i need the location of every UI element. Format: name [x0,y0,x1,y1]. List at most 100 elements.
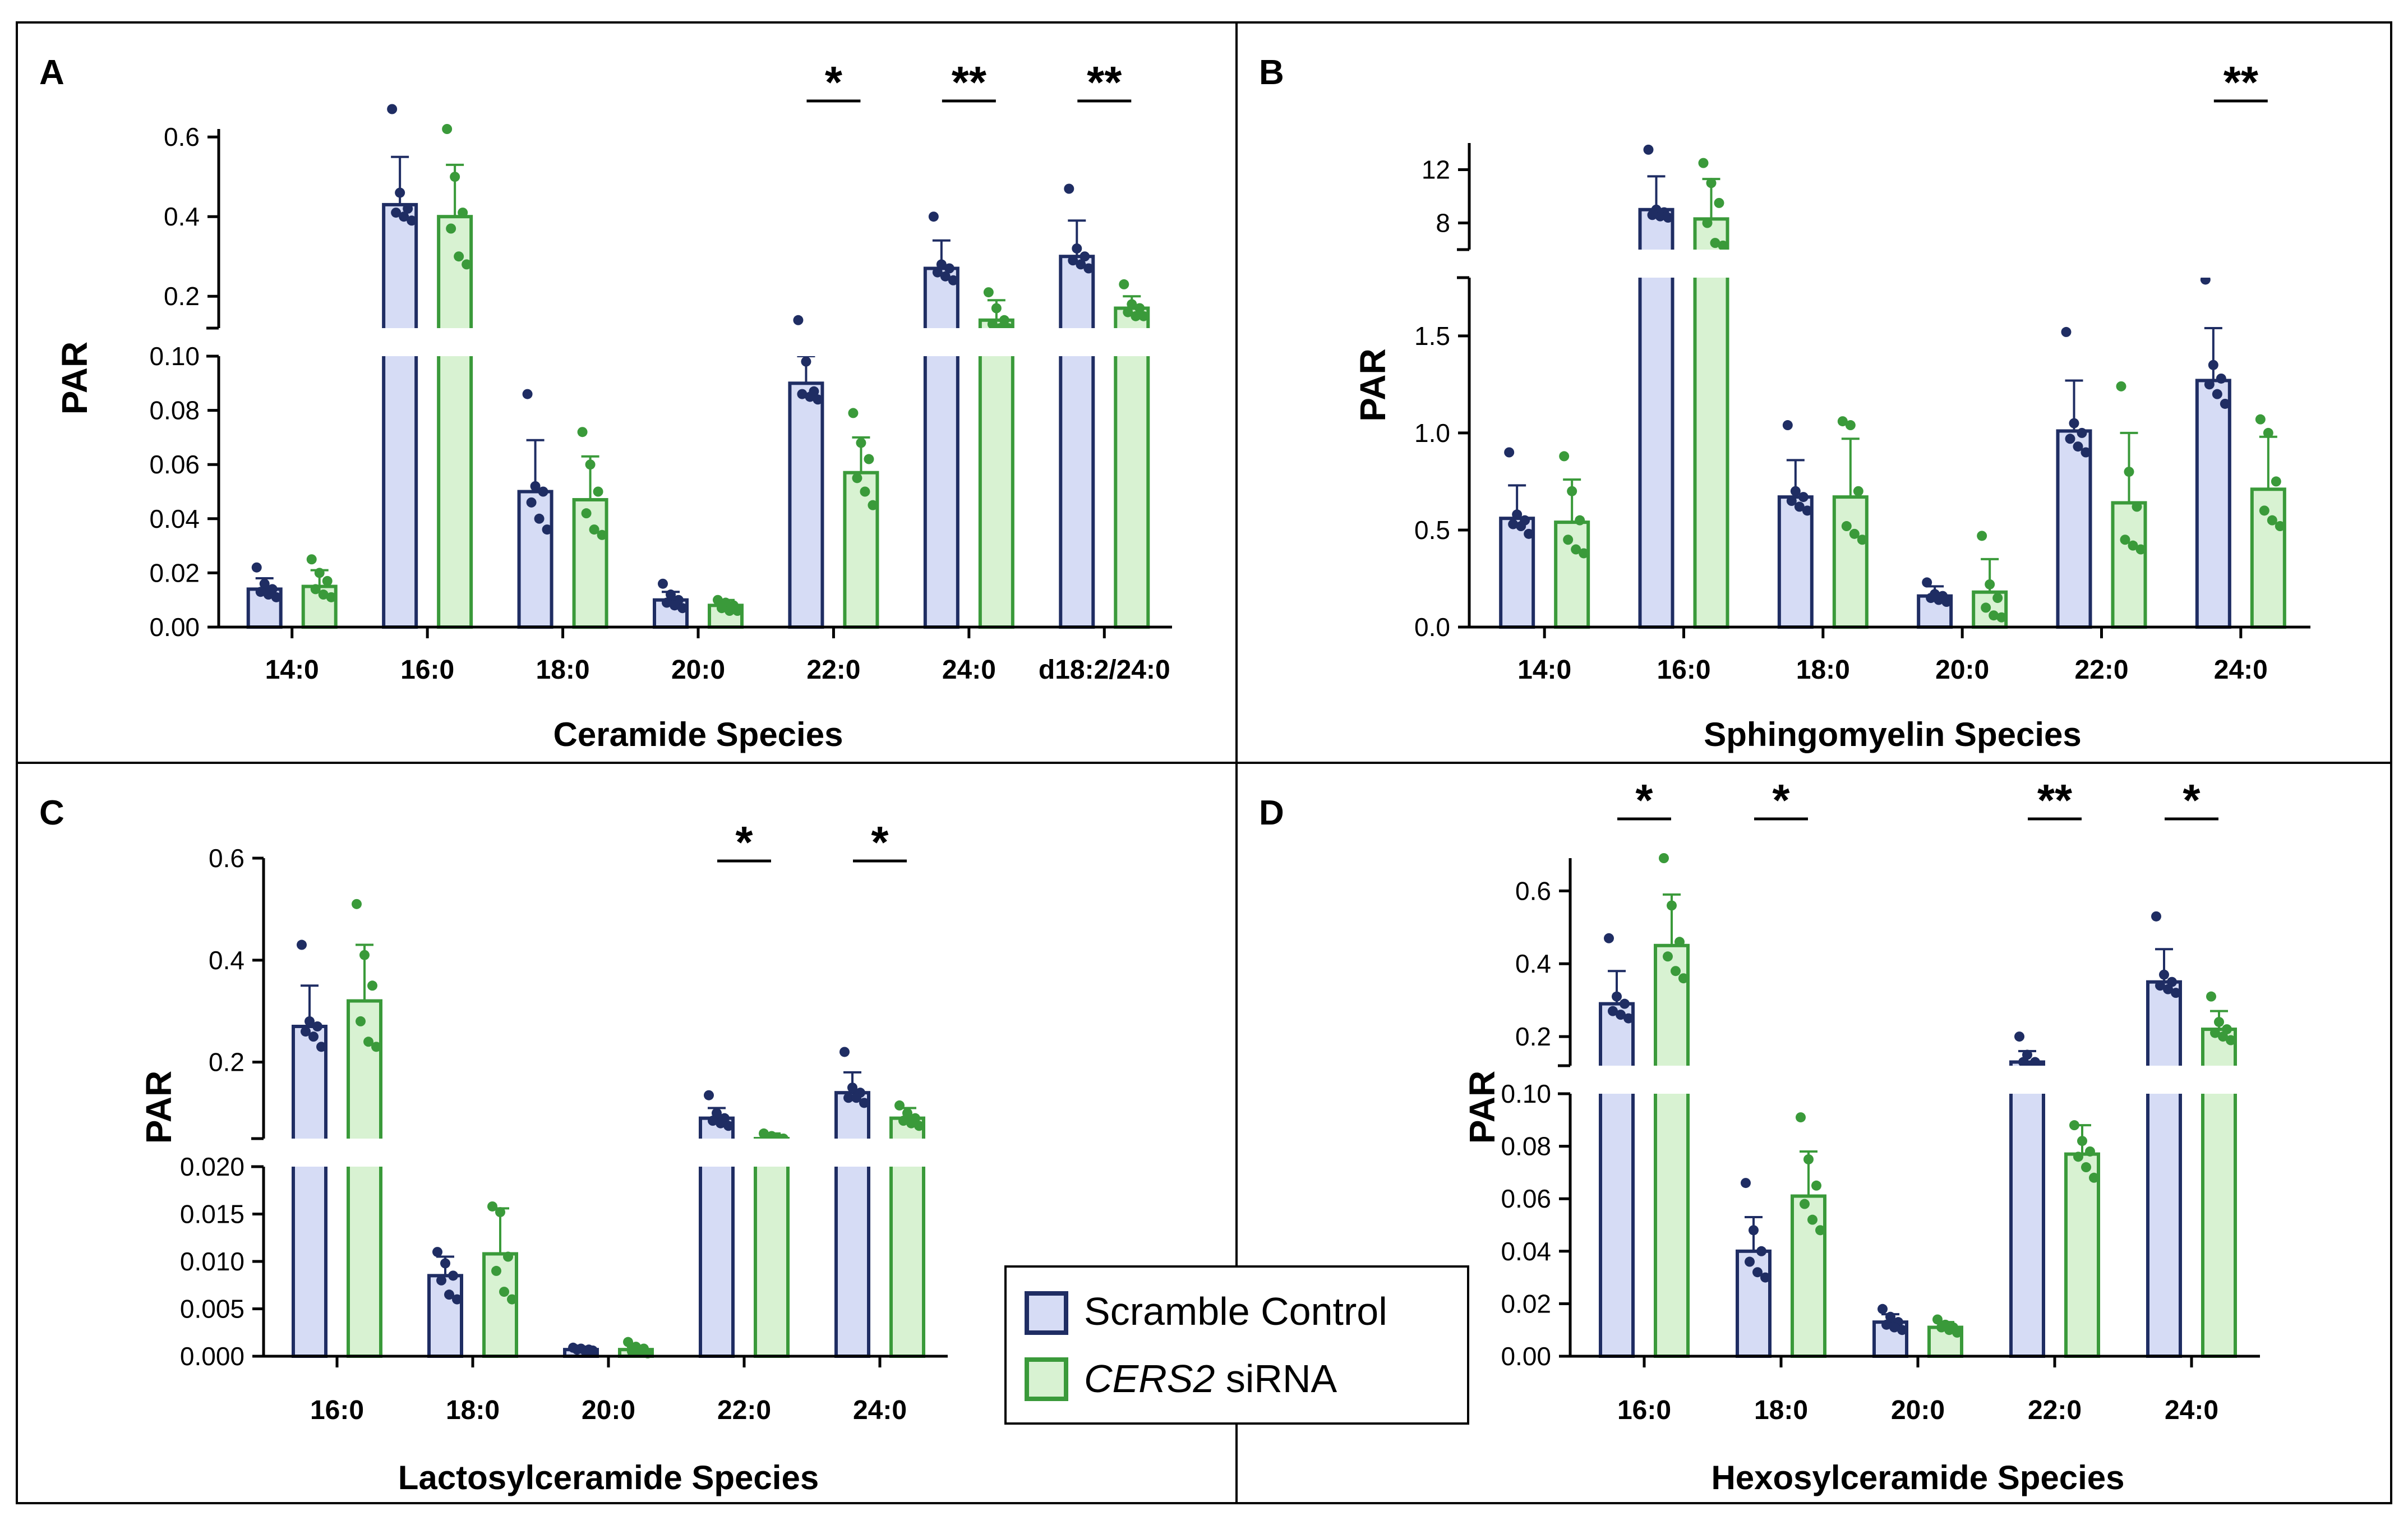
x-tick-label: 24:0 [942,655,996,685]
data-point [1604,933,1614,943]
data-point [2275,521,2285,532]
data-point [1567,486,1577,496]
axis-break-gap [1572,1066,2262,1094]
y-tick-label: 8 [1436,209,1450,238]
data-point [914,1121,924,1131]
bar [2056,429,2092,629]
significance-label: ** [2224,57,2259,107]
data-point [507,1294,517,1305]
x-tick-label: 16:0 [1617,1395,1671,1425]
x-tick-label: 18:0 [446,1395,500,1425]
data-point [2073,441,2083,452]
data-point [2069,1120,2079,1131]
data-point [2163,984,2173,994]
data-point [322,575,333,586]
y-tick-label: 0.2 [164,282,200,311]
data-point [297,939,307,950]
data-point [487,1201,497,1212]
data-point [326,592,336,602]
data-point [391,208,402,218]
data-point [2135,544,2146,555]
y-tick-label: 12 [1422,155,1450,185]
bar [437,215,473,629]
data-point [1815,1225,1825,1236]
data-point [367,980,377,991]
data-point [1798,492,1809,503]
bar [754,1137,790,1358]
data-point [623,1337,633,1347]
axis-break-gap [220,328,1174,356]
data-point [1076,259,1086,270]
panel-A: A 0.00 0.02 0.04 0.06 0.08 0.10 0.2 0.4 0.6 14:0 16… [16,21,1238,764]
data-point [1616,1010,1626,1020]
data-point [1981,602,1991,613]
data-point [588,1345,598,1356]
data-point [868,500,878,510]
legend-gene-name: CERS2 [1084,1357,1215,1401]
data-point [2124,467,2134,477]
data-point [2120,535,2130,545]
data-point [444,1289,454,1300]
data-point [1841,521,1852,532]
data-point [1760,1272,1770,1283]
bar [1638,208,1674,629]
data-point [1926,593,1936,604]
data-point [2218,1031,2228,1042]
data-point [2159,969,2169,980]
data-point [948,275,958,285]
data-point [2210,1028,2220,1038]
data-point [2212,389,2222,399]
data-point [522,389,533,399]
data-point [1080,251,1090,262]
bar [2064,1152,2100,1358]
data-point [572,1344,582,1355]
data-point [898,1116,908,1126]
y-tick-label: 0.6 [164,122,200,151]
data-point [1710,238,1720,248]
data-point [1647,210,1658,220]
data-point [458,208,468,218]
significance-label: * [825,57,843,107]
data-point [2220,398,2230,409]
data-point [987,319,998,329]
legend-swatch-control [1025,1291,1068,1335]
data-point [1579,548,1589,559]
panel-letter: A [39,53,64,92]
y-axis-title: PAR [1353,348,1393,421]
data-point [403,204,413,214]
data-point [271,592,282,602]
data-point [1524,528,1534,539]
data-point [2259,505,2269,516]
data-point [1889,1322,1899,1333]
data-point [1655,211,1666,222]
data-point [314,568,325,578]
data-point [936,259,947,270]
data-point [1857,535,1867,545]
data-point [1881,1319,1892,1330]
data-point [864,454,874,464]
data-point [1985,579,1995,589]
panel-B: B 0.0 0.5 1.0 1.5 8 12 14:0 16:0 18:0 20:0 22:0 24:0… [1235,21,2392,764]
data-point [2089,1172,2099,1183]
data-point [1504,447,1515,458]
data-point [1977,531,1987,541]
data-point [2085,1146,2095,1157]
significance-label: * [2183,775,2201,825]
data-point [454,251,464,262]
data-point [658,578,668,589]
x-tick-label: 24:0 [853,1395,907,1425]
bar [1059,255,1095,629]
data-point [2065,434,2075,444]
data-point [1667,900,1677,911]
x-tick-label: 20:0 [1935,655,1989,685]
data-point [316,1042,326,1052]
y-tick-label: 0.08 [149,396,200,425]
significance-label: * [735,817,753,867]
data-point [1745,1256,1755,1267]
bar [2146,980,2182,1358]
y-tick-label: 0.015 [180,1200,245,1229]
data-point [2081,447,2091,458]
data-point [1623,1013,1634,1024]
data-point [716,1118,726,1129]
data-point [577,427,588,437]
